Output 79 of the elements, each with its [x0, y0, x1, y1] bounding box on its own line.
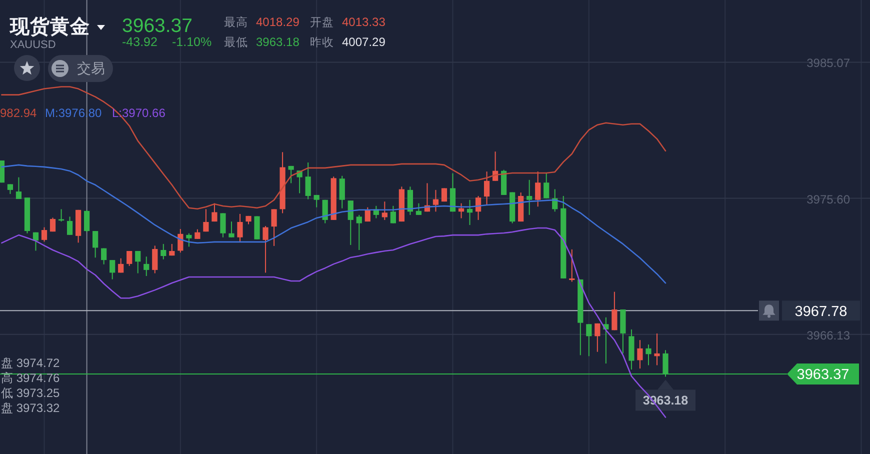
ref-line-label: 3967.78 — [794, 304, 848, 320]
candlestick — [212, 202, 218, 222]
candlestick — [305, 162, 311, 200]
ytick: 3985.07 — [806, 56, 850, 70]
title: 现货黄金 — [10, 16, 90, 38]
candlestick — [16, 176, 22, 200]
candlestick — [160, 243, 166, 260]
candlestick — [535, 171, 541, 208]
candlestick — [466, 199, 473, 226]
candlestick — [586, 324, 592, 357]
candlestick — [544, 172, 550, 199]
subtitle: XAUUSD — [10, 39, 56, 51]
annotation: 最低 — [224, 37, 248, 49]
candlestick — [654, 332, 660, 366]
candlestick — [101, 248, 107, 265]
candlestick — [152, 245, 158, 274]
candlestick — [126, 250, 132, 266]
annotation: 盘 3974.72 — [1, 356, 60, 370]
candlestick — [450, 172, 456, 212]
candlestick — [66, 216, 73, 236]
candlestick — [220, 212, 226, 238]
candlestick — [441, 188, 448, 202]
candlestick — [594, 322, 600, 352]
annotation: 3963.37 — [122, 15, 192, 37]
annotation: 4013.33 — [342, 15, 386, 29]
ytick: 3966.13 — [806, 328, 850, 342]
candlestick — [118, 258, 124, 274]
ytick: 3975.60 — [806, 192, 850, 206]
candlestick — [58, 208, 64, 222]
candlestick — [288, 165, 294, 184]
candlestick — [526, 179, 532, 216]
candlestick — [92, 230, 98, 258]
annotation: 4018.29 — [256, 15, 300, 29]
candlestick — [646, 344, 652, 366]
candlestick — [432, 189, 439, 212]
annotation: 低 3973.25 — [1, 386, 60, 400]
ref-line-label: 3963.37 — [796, 367, 850, 384]
annotation: 982.94 — [0, 106, 37, 120]
candlestick — [416, 202, 422, 216]
candlestick — [144, 256, 150, 276]
annotation: 3963.18 — [256, 35, 300, 49]
ref-line-label: 3967.78 — [782, 300, 860, 321]
candlestick — [620, 308, 626, 354]
candlestick — [612, 291, 618, 331]
annotation: 昨收 — [310, 37, 334, 49]
candlestick — [7, 184, 14, 194]
candlestick — [314, 194, 320, 208]
annotation: 4007.29 — [342, 35, 386, 49]
annotation: 高 3974.76 — [1, 371, 60, 385]
candlestick — [339, 175, 345, 209]
candlestick — [484, 171, 490, 206]
candlestick — [228, 221, 234, 238]
candlestick — [186, 232, 192, 248]
candlestick — [356, 214, 362, 250]
candlestick — [662, 350, 668, 378]
candlestick — [110, 260, 116, 280]
candlestick — [135, 250, 141, 274]
annotation: -1.10% — [172, 35, 212, 49]
candlestick — [262, 225, 268, 274]
annotation: 开盘 — [310, 17, 334, 29]
candlestick — [348, 200, 354, 246]
annotation: -43.92 — [122, 35, 158, 49]
candlestick — [382, 201, 388, 220]
candlestick — [84, 210, 90, 233]
candlestick — [194, 228, 200, 240]
candlestick — [50, 217, 56, 232]
candlestick — [407, 186, 414, 216]
candlestick — [254, 216, 260, 240]
candlestick — [390, 205, 396, 224]
annotation: 交易 — [77, 60, 105, 76]
candlestick — [637, 340, 643, 370]
candlestick — [364, 206, 370, 222]
candlestick — [271, 208, 277, 246]
candlestick — [237, 213, 243, 242]
candlestick — [203, 208, 209, 232]
candlestick — [41, 226, 48, 242]
annotation: 最高 — [224, 17, 248, 29]
annotation: 盘 3973.32 — [1, 401, 60, 415]
candlestick — [569, 248, 575, 282]
